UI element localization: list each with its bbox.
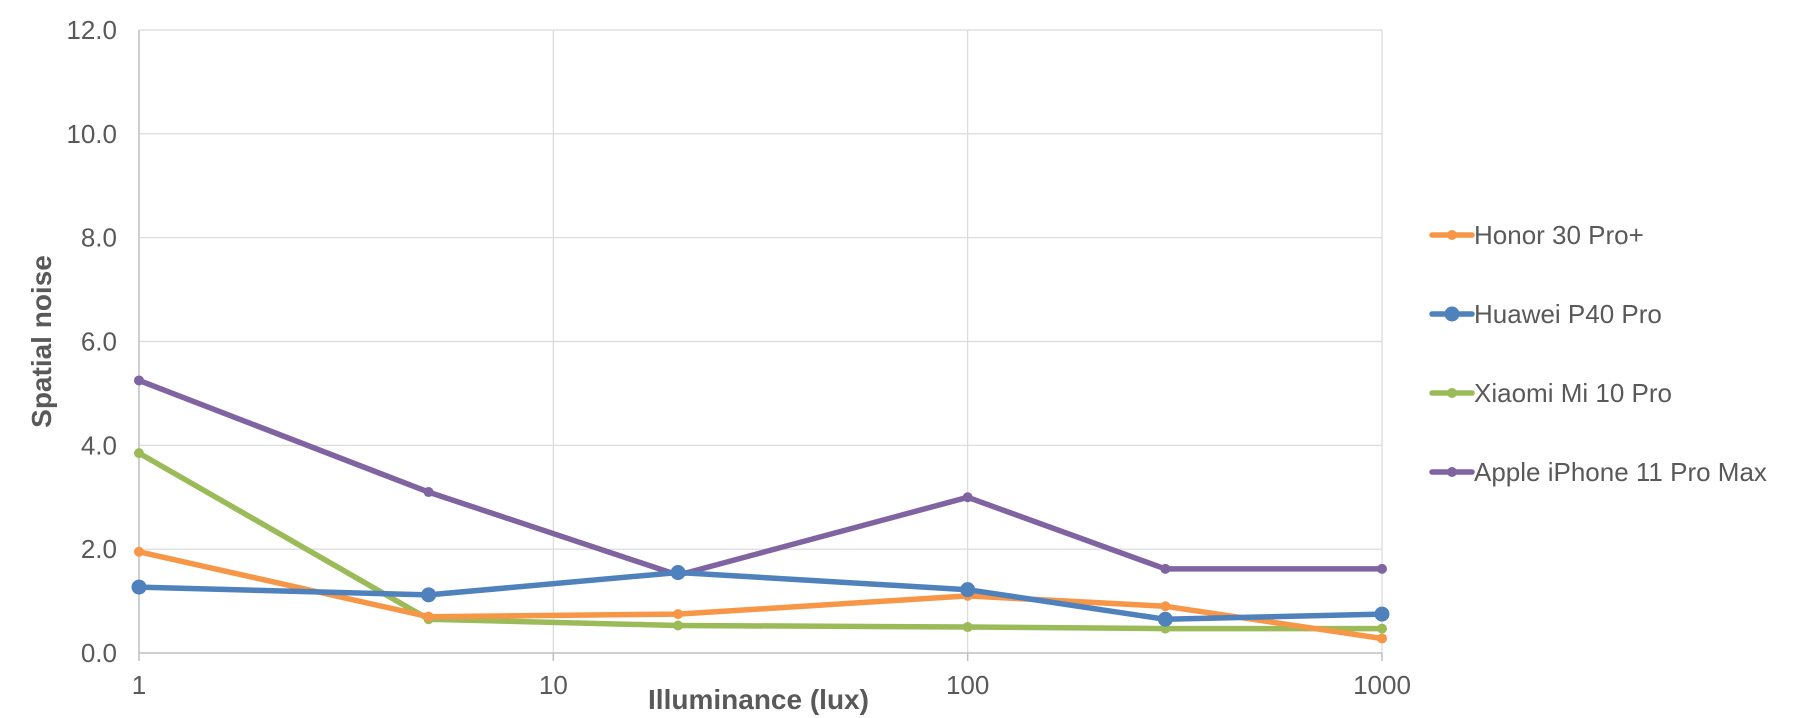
series-line [136, 377, 1385, 578]
legend-label: Huawei P40 Pro [1474, 299, 1662, 329]
data-point [423, 487, 434, 498]
data-point [1160, 563, 1171, 574]
x-tick-label: 100 [946, 670, 989, 700]
legend-item: Apple iPhone 11 Pro Max [1429, 457, 1767, 487]
data-point [421, 587, 437, 603]
data-point [1377, 563, 1387, 574]
y-tick-label: 2.0 [81, 534, 117, 564]
data-point [960, 582, 976, 598]
data-point [131, 579, 147, 595]
data-point [962, 492, 973, 503]
series-line [136, 450, 1385, 632]
data-point [670, 565, 686, 581]
legend-item: Huawei P40 Pro [1429, 299, 1662, 329]
legend-item: Xiaomi Mi 10 Pro [1429, 378, 1672, 408]
data-point [673, 620, 684, 631]
data-point [134, 375, 144, 386]
y-tick-label: 10.0 [66, 119, 117, 149]
legend-marker [1447, 230, 1457, 240]
data-point [1157, 611, 1173, 627]
plot-series [131, 375, 1390, 644]
y-tick-label: 8.0 [81, 223, 117, 253]
data-point [423, 611, 434, 622]
legend-label: Honor 30 Pro+ [1474, 220, 1644, 250]
data-point [962, 622, 973, 633]
y-tick-label: 4.0 [81, 430, 117, 460]
x-tick-label: 10 [539, 670, 568, 700]
y-tick-label: 0.0 [81, 638, 117, 668]
data-point [1160, 601, 1171, 612]
legend-marker [1447, 388, 1457, 398]
legend-marker [1447, 467, 1457, 477]
legend-label: Apple iPhone 11 Pro Max [1474, 457, 1767, 487]
legend: Honor 30 Pro+ Huawei P40 Pro Xiaomi Mi 10 … [1429, 220, 1767, 487]
data-point [1374, 606, 1390, 622]
series-apple-iphone-11-pro-max [134, 375, 1387, 581]
series-honor-30-pro [134, 546, 1387, 644]
y-axis-title: Spatial noise [26, 255, 57, 428]
data-point [134, 448, 144, 459]
series-huawei-p40-pro [131, 565, 1390, 627]
y-tick-label: 12.0 [66, 15, 117, 45]
series-line [136, 569, 1385, 623]
data-point [673, 609, 684, 620]
y-tick-label: 6.0 [81, 327, 117, 357]
data-point [134, 546, 144, 557]
x-tick-label: 1000 [1353, 670, 1411, 700]
tick-labels: 0.0 2.0 4.0 6.0 8.0 10.0 12.0 1 10 100 1000 [66, 15, 1411, 700]
legend-item: Honor 30 Pro+ [1429, 220, 1644, 250]
gridlines [139, 29, 1383, 653]
legend-marker [1444, 306, 1460, 322]
series-xiaomi-mi-10-pro [134, 448, 1387, 634]
data-point [1377, 623, 1387, 634]
series-line [136, 549, 1385, 642]
data-point [1377, 633, 1387, 644]
legend-label: Xiaomi Mi 10 Pro [1474, 378, 1672, 408]
x-axis-title: Illuminance (lux) [648, 684, 869, 715]
x-tick-label: 1 [132, 670, 146, 700]
